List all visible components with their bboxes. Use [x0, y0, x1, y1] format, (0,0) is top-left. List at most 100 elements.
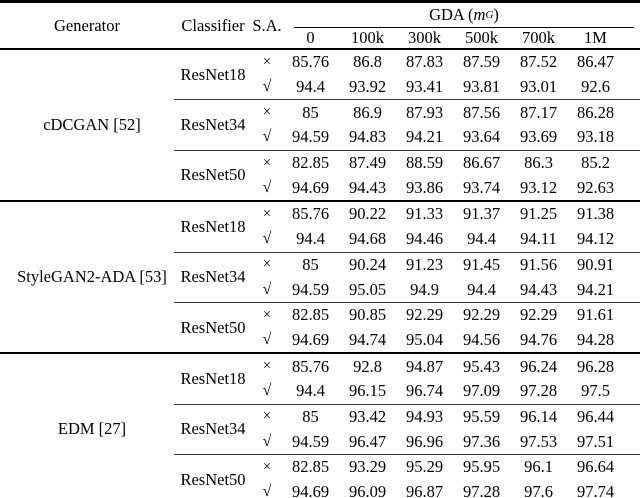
- accuracy-value: 92.29: [405, 305, 444, 325]
- accuracy-value: 90.85: [348, 305, 387, 325]
- accuracy-value: 88.59: [405, 153, 444, 173]
- accuracy-value: 94.4: [453, 226, 510, 253]
- accuracy-value: 94.83: [339, 125, 396, 151]
- accuracy-value: 87.52: [519, 52, 558, 72]
- accuracy-value: 97.28: [510, 378, 567, 405]
- accuracy-value: 82.85: [291, 305, 330, 325]
- accuracy-value: 96.96: [396, 429, 453, 456]
- gda-subscript: G: [485, 9, 494, 21]
- accuracy-value: 95.95: [462, 457, 501, 477]
- generator-cell: StyleGAN2-ADA [53]: [0, 201, 174, 355]
- accuracy-value: 97.51: [567, 429, 640, 456]
- accuracy-value: 96.87: [405, 482, 444, 498]
- accuracy-value: 94.4: [282, 74, 339, 101]
- accuracy-value: 86.28: [576, 102, 615, 122]
- accuracy-value: 91.23: [405, 254, 444, 274]
- accuracy-value: 86.8: [353, 52, 382, 72]
- accuracy-value: 97.09: [453, 378, 510, 405]
- accuracy-value: 87.56: [462, 102, 501, 122]
- accuracy-value: 95.59: [462, 406, 501, 426]
- accuracy-value: 87.93: [405, 102, 444, 122]
- col-header-generator: Generator: [54, 15, 120, 35]
- accuracy-value: 85: [302, 406, 319, 426]
- classifier-cell: ResNet34: [174, 99, 252, 151]
- col-header-1M: 1M: [584, 28, 607, 47]
- col-header-0: 0: [306, 28, 315, 47]
- accuracy-value: 95.05: [339, 277, 396, 303]
- accuracy-value: 85.76: [291, 356, 330, 376]
- accuracy-value: 93.86: [396, 175, 453, 203]
- checkmark-icon: √: [252, 175, 282, 203]
- accuracy-value: 85.76: [291, 204, 330, 224]
- accuracy-value: 96.1: [524, 457, 553, 477]
- accuracy-value: 94.4: [282, 378, 339, 405]
- accuracy-value: 87.17: [519, 102, 558, 122]
- accuracy-value: 85.2: [581, 153, 610, 173]
- accuracy-value: 94.74: [339, 327, 396, 355]
- accuracy-value: 92.6: [567, 74, 640, 101]
- accuracy-value: 94.59: [282, 125, 339, 151]
- accuracy-value: 96.64: [576, 457, 615, 477]
- accuracy-value: 94.93: [405, 406, 444, 426]
- accuracy-value: 96.28: [576, 356, 615, 376]
- classifier-cell: ResNet18: [174, 49, 252, 101]
- generator-cell: EDM [27]: [57, 419, 127, 439]
- accuracy-value: 93.81: [453, 74, 510, 101]
- accuracy-value: 86.3: [524, 153, 553, 173]
- cross-icon: ×: [262, 104, 272, 121]
- accuracy-value: 96.24: [519, 356, 558, 376]
- cross-icon: ×: [262, 256, 272, 273]
- accuracy-value: 93.29: [348, 457, 387, 477]
- table-row: √ 94.69 94.74 95.04 94.56 94.76 94.28: [0, 327, 640, 355]
- accuracy-value: 96.47: [339, 429, 396, 456]
- col-header-500k: 500k: [465, 28, 498, 47]
- table-row: ResNet50 × 82.85 93.29 95.29 95.95 96.1 96.64: [0, 455, 640, 488]
- accuracy-value: 87.83: [405, 52, 444, 72]
- accuracy-value: 94.76: [510, 327, 567, 355]
- accuracy-value: 93.64: [453, 125, 510, 151]
- accuracy-value: 97.5: [567, 378, 640, 405]
- accuracy-value: 93.12: [510, 175, 567, 203]
- classifier-cell: ResNet50: [174, 302, 252, 355]
- table-row: √ 94.59 94.83 94.21 93.64 93.69 93.18: [0, 125, 640, 151]
- gda-header-label: GDA (m G): [294, 3, 634, 28]
- col-header-sa: S.A.: [252, 15, 282, 35]
- col-header-700k: 700k: [522, 28, 555, 47]
- accuracy-value: 94.12: [567, 226, 640, 253]
- gda-variable: m: [473, 5, 486, 24]
- accuracy-value: 87.59: [462, 52, 501, 72]
- header-row-top: Generator Classifier S.A. GDA (m G): [0, 2, 640, 35]
- accuracy-value: 92.8: [353, 356, 382, 376]
- accuracy-value: 96.09: [348, 482, 387, 498]
- accuracy-value: 94.9: [396, 277, 453, 303]
- accuracy-value: 91.37: [462, 204, 501, 224]
- header-row-sub: 0 100k 300k 500k 700k 1M: [0, 28, 640, 49]
- accuracy-value: 95.43: [462, 356, 501, 376]
- accuracy-value: 95.29: [405, 457, 444, 477]
- accuracy-value: 91.38: [576, 204, 615, 224]
- checkmark-icon: √: [262, 483, 272, 498]
- generator-cell: cDCGAN [52]: [0, 49, 174, 203]
- table-row: EDM [27] ResNet18 × 85.76 92.8 94.87 95.43 96.2…: [0, 353, 640, 438]
- table-row: √ 94.4 93.92 93.41 93.81 93.01 92.6: [0, 74, 640, 101]
- accuracy-value: 94.43: [510, 277, 567, 303]
- classifier-cell: ResNet34: [174, 404, 252, 456]
- accuracy-value: 94.46: [396, 226, 453, 253]
- table-row: ResNet50 × 82.85 87.49 88.59 86.67 86.3 85.2: [0, 150, 640, 203]
- cross-icon: ×: [262, 154, 272, 171]
- checkmark-icon: √: [252, 327, 282, 355]
- table-row: √ 94.59 96.47 96.96 97.36 97.53 97.51: [0, 429, 640, 456]
- accuracy-value: 94.69: [282, 175, 339, 203]
- table-row: ResNet34 × 85 90.24 91.23 91.45 91.56 90.91: [0, 252, 640, 303]
- checkmark-icon: √: [252, 226, 282, 253]
- table-row: √ 94.4 96.15 96.74 97.09 97.28 97.5: [0, 378, 640, 405]
- table-header: Generator Classifier S.A. GDA (m G) 0 100…: [0, 2, 640, 49]
- accuracy-value: 93.92: [339, 74, 396, 101]
- gda-suffix: ): [493, 5, 499, 24]
- accuracy-value: 86.9: [353, 102, 382, 122]
- table-row: ResNet34 × 85 93.42 94.93 95.59 96.14 96.44: [0, 404, 640, 456]
- accuracy-value: 93.69: [510, 125, 567, 151]
- accuracy-value: 97.6: [524, 482, 553, 498]
- table-row: √ 94.4 94.68 94.46 94.4 94.11 94.12: [0, 226, 640, 253]
- accuracy-value: 96.74: [396, 378, 453, 405]
